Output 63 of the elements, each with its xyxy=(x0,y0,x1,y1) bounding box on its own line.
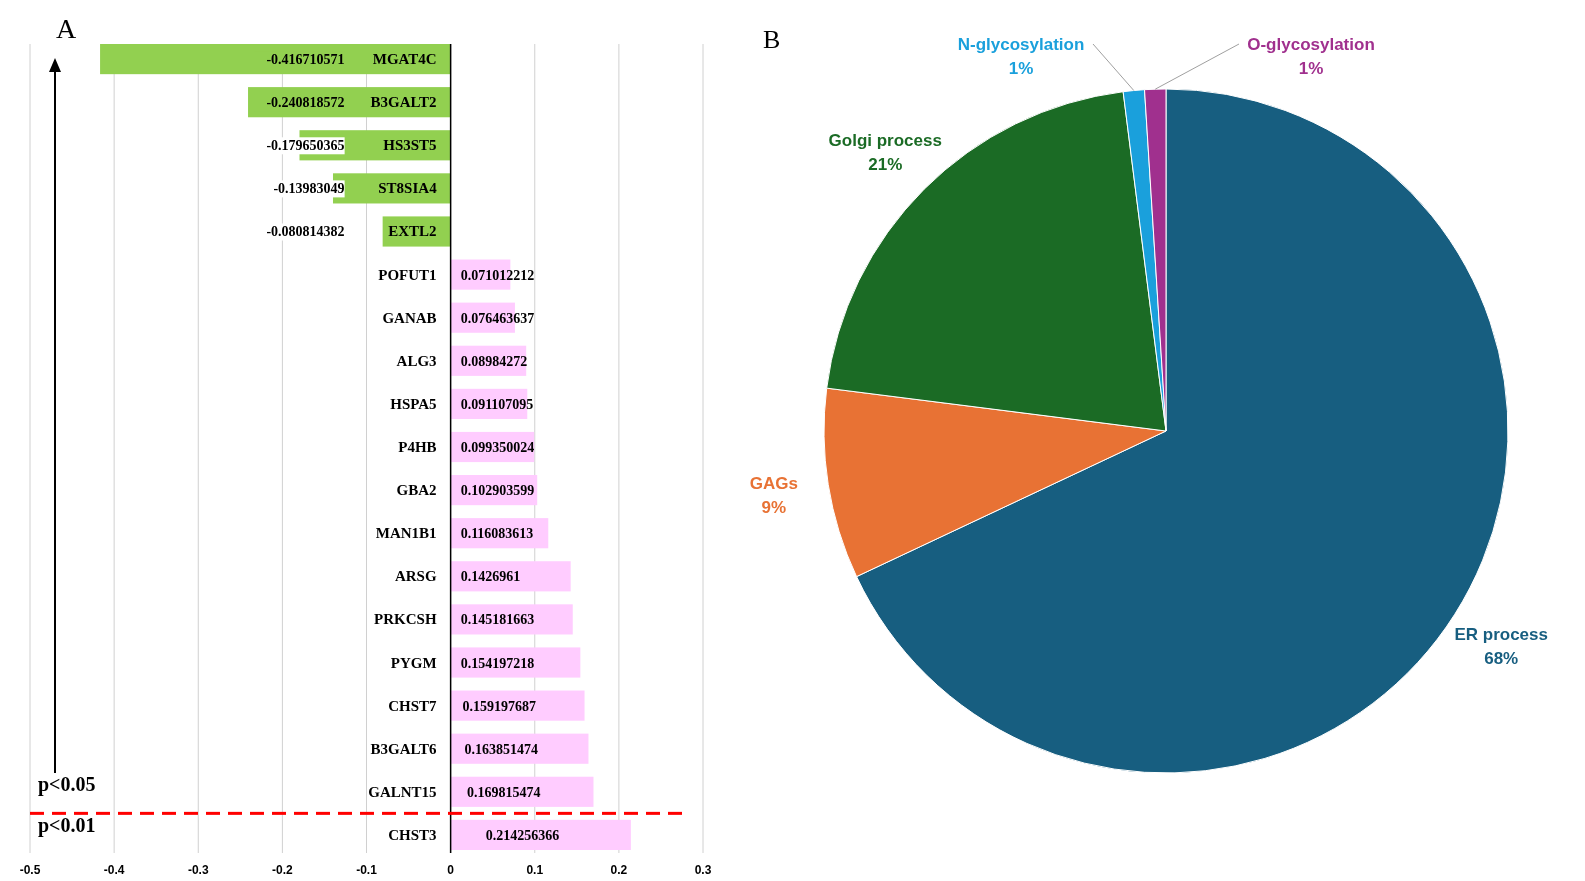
x-tick-label: -0.2 xyxy=(272,863,294,877)
data-label: 0.076463637 xyxy=(460,310,535,326)
data-label: 0.102903599 xyxy=(460,483,535,499)
x-tick-label: -0.1 xyxy=(356,863,378,877)
data-label: 1% xyxy=(1298,59,1324,78)
data-label: -0.080814382 xyxy=(266,224,345,240)
y-tick-label: MGAT4C xyxy=(372,51,437,68)
y-tick-label: GANAB xyxy=(382,309,437,326)
x-tick-label: -0.4 xyxy=(103,863,125,877)
y-tick-label: PYGM xyxy=(390,654,437,671)
x-tick-label: -0.3 xyxy=(187,863,209,877)
data-label: 0.154197218 xyxy=(460,655,535,671)
y-tick-label: GALNT15 xyxy=(368,783,437,800)
data-label: 0.214256366 xyxy=(485,827,560,843)
data-label: 0.145181663 xyxy=(460,612,535,628)
bar xyxy=(450,647,581,678)
data-label: 0.099350024 xyxy=(460,440,535,455)
chart-title: B xyxy=(763,25,781,54)
x-tick-label: 0.2 xyxy=(610,863,628,877)
y-tick-label: CHST3 xyxy=(388,826,437,843)
slice-label: GAGs xyxy=(749,474,798,494)
y-tick-label: MAN1B1 xyxy=(375,525,437,542)
data-label: 0.1426961 xyxy=(460,569,521,585)
data-label: -0.416710571 xyxy=(266,52,345,68)
data-label: 1% xyxy=(1008,59,1034,78)
y-tick-label: GBA2 xyxy=(396,482,437,499)
slice-label: O-glycosylation xyxy=(1247,35,1375,54)
data-label: 68% xyxy=(1484,648,1519,668)
data-label: 0.163851474 xyxy=(464,741,539,757)
data-label: -0.13983049 xyxy=(273,181,345,197)
x-tick-label: 0 xyxy=(447,863,455,877)
slice-label: Golgi process xyxy=(828,131,942,151)
data-label: -0.179650365 xyxy=(266,138,345,154)
data-label: 0.091107095 xyxy=(460,396,534,412)
data-label: 0.159197687 xyxy=(462,698,537,714)
data-label: 9% xyxy=(761,498,787,518)
data-label: 0.08984272 xyxy=(460,353,528,369)
x-tick-label: -0.5 xyxy=(19,863,41,877)
y-tick-label: P4HB xyxy=(398,439,437,455)
x-tick-label: 0.1 xyxy=(526,863,544,877)
data-label: 0.071012212 xyxy=(460,267,535,283)
data-label: 0.116083613 xyxy=(460,526,534,542)
y-tick-label: PRKCSH xyxy=(374,611,437,628)
annotation: p<0.05 xyxy=(38,773,96,796)
data-label: 21% xyxy=(868,155,903,175)
slice-label: ER process xyxy=(1454,624,1548,644)
bar xyxy=(450,819,631,850)
y-tick-label: EXTL2 xyxy=(388,223,437,240)
y-tick-label: HS3ST5 xyxy=(383,137,437,154)
chart-title: A xyxy=(56,13,77,44)
y-tick-label: POFUT1 xyxy=(378,266,437,283)
y-tick-label: ALG3 xyxy=(396,352,437,369)
annotation: p<0.01 xyxy=(38,814,96,837)
slice-label: N-glycosylation xyxy=(957,35,1085,54)
x-tick-label: 0.3 xyxy=(694,863,712,877)
y-tick-label: CHST7 xyxy=(388,697,438,714)
y-tick-label: HSPA5 xyxy=(390,395,437,412)
y-tick-label: B3GALT2 xyxy=(370,94,437,111)
y-tick-label: ST8SIA4 xyxy=(378,180,438,197)
data-label: 0.169815474 xyxy=(467,784,541,800)
y-tick-label: B3GALT6 xyxy=(370,740,438,757)
y-tick-label: ARSG xyxy=(394,568,437,585)
data-label: -0.240818572 xyxy=(266,95,345,111)
